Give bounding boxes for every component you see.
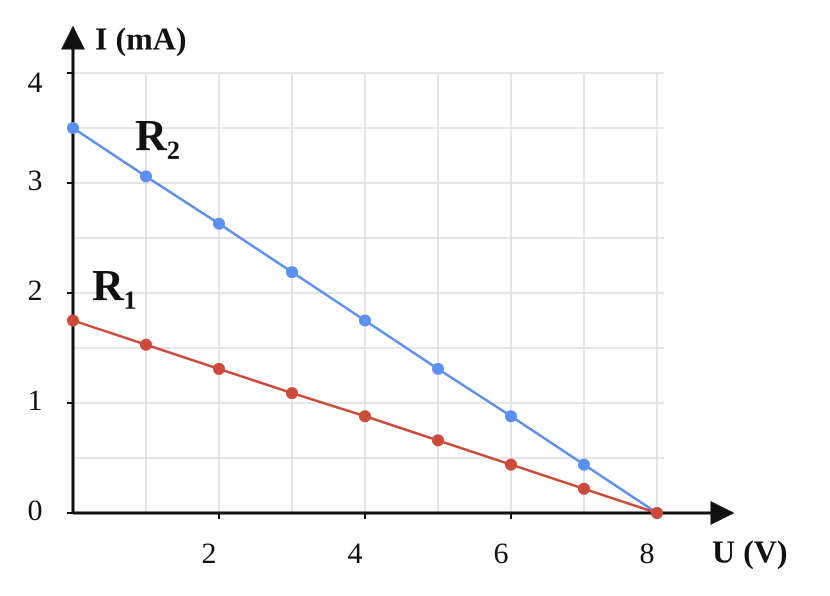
x-tick-label: 4 — [348, 537, 363, 570]
x-tick-label: 8 — [640, 537, 655, 570]
data-point — [432, 434, 444, 447]
data-point — [67, 122, 79, 134]
data-point — [505, 410, 517, 423]
data-point — [213, 217, 225, 230]
y-tick-label: 2 — [28, 274, 43, 307]
y-tick-label: 1 — [28, 384, 43, 417]
data-point — [213, 362, 225, 375]
data-point — [67, 314, 79, 327]
y-tick-label: 0 — [28, 494, 43, 527]
series-label: R₂ — [135, 111, 180, 160]
data-point — [505, 458, 517, 471]
data-point — [578, 482, 590, 495]
data-point — [140, 338, 152, 351]
x-tick-label: 6 — [494, 537, 509, 570]
y-tick-label: 3 — [28, 164, 43, 197]
data-point — [359, 410, 371, 423]
x-axis-label: U (V) — [712, 533, 788, 569]
data-point — [432, 362, 444, 375]
series-label: R₁ — [92, 261, 137, 310]
data-point — [286, 387, 298, 400]
data-point — [578, 458, 590, 471]
x-tick-label: 2 — [202, 537, 217, 570]
data-point — [140, 170, 152, 183]
data-point — [286, 266, 298, 279]
grid — [73, 72, 665, 513]
y-tick-label: 4 — [28, 66, 43, 99]
data-point — [651, 507, 663, 519]
data-point — [359, 314, 371, 327]
y-axis-label: I (mA) — [95, 20, 187, 56]
